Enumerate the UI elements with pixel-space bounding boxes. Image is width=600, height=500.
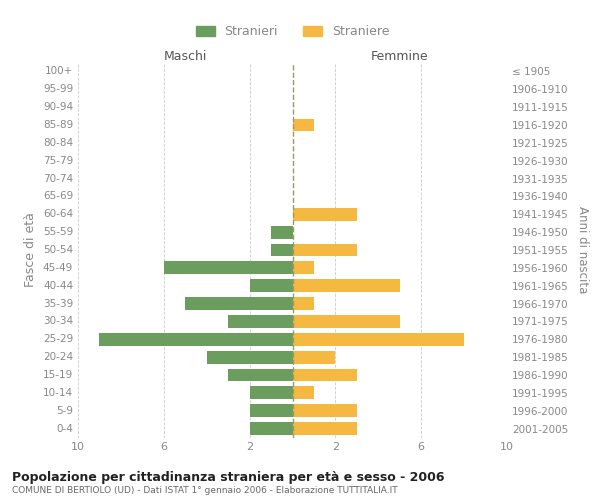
- Bar: [228, 368, 293, 382]
- Text: Maschi: Maschi: [164, 50, 207, 62]
- Legend: Stranieri, Straniere: Stranieri, Straniere: [191, 20, 394, 43]
- Text: Popolazione per cittadinanza straniera per età e sesso - 2006: Popolazione per cittadinanza straniera p…: [12, 471, 445, 484]
- Bar: [164, 262, 293, 274]
- Bar: [293, 262, 314, 274]
- Bar: [293, 118, 314, 132]
- Bar: [293, 333, 464, 345]
- Y-axis label: Fasce di età: Fasce di età: [25, 212, 37, 288]
- Bar: [293, 315, 400, 328]
- Y-axis label: Anni di nascita: Anni di nascita: [575, 206, 589, 294]
- Bar: [293, 386, 314, 400]
- Bar: [293, 297, 314, 310]
- Bar: [228, 315, 293, 328]
- Bar: [293, 350, 335, 364]
- Bar: [293, 368, 357, 382]
- Bar: [250, 404, 293, 417]
- Bar: [271, 244, 293, 256]
- Bar: [250, 422, 293, 435]
- Bar: [250, 280, 293, 292]
- Bar: [293, 422, 357, 435]
- Bar: [293, 244, 357, 256]
- Bar: [293, 404, 357, 417]
- Bar: [206, 350, 293, 364]
- Bar: [293, 280, 400, 292]
- Bar: [250, 386, 293, 400]
- Bar: [293, 208, 357, 220]
- Text: COMUNE DI BERTIOLO (UD) - Dati ISTAT 1° gennaio 2006 - Elaborazione TUTTITALIA.I: COMUNE DI BERTIOLO (UD) - Dati ISTAT 1° …: [12, 486, 398, 495]
- Bar: [100, 333, 293, 345]
- Bar: [271, 226, 293, 238]
- Text: Femmine: Femmine: [371, 50, 428, 62]
- Bar: [185, 297, 293, 310]
